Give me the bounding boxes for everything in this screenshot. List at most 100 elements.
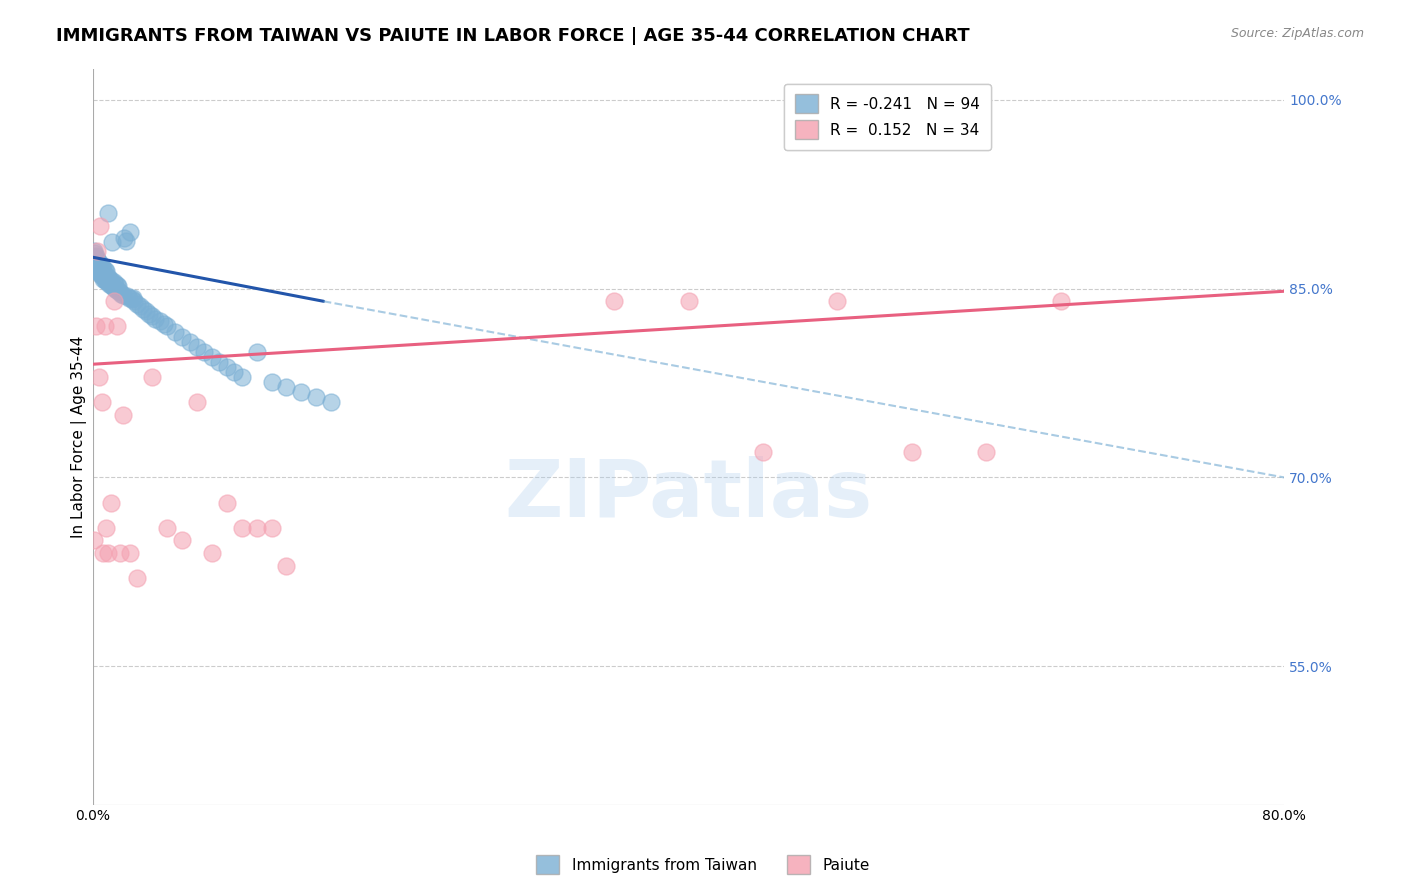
Point: [86, 244, 108, 258]
Point: [603, 294, 626, 309]
Point: [276, 558, 298, 573]
Point: [135, 304, 157, 318]
Point: [90, 269, 112, 284]
Point: [86, 254, 108, 268]
Point: [93, 263, 115, 277]
Y-axis label: In Labor Force | Age 35-44: In Labor Force | Age 35-44: [72, 335, 87, 538]
Point: [84, 252, 107, 266]
Point: [100, 273, 122, 287]
Point: [87, 255, 110, 269]
Point: [246, 344, 269, 359]
Point: [117, 291, 139, 305]
Point: [105, 277, 128, 292]
Point: [101, 235, 124, 249]
Point: [111, 288, 134, 302]
Point: [108, 546, 131, 560]
Point: [215, 495, 238, 509]
Point: [115, 289, 138, 303]
Point: [84, 254, 107, 268]
Point: [89, 219, 111, 233]
Point: [163, 325, 186, 339]
Point: [104, 277, 127, 291]
Point: [96, 269, 118, 284]
Point: [201, 350, 224, 364]
Point: [138, 307, 160, 321]
Point: [121, 292, 143, 306]
Point: [172, 329, 194, 343]
Point: [87, 265, 110, 279]
Point: [90, 264, 112, 278]
Point: [319, 395, 342, 409]
Point: [91, 269, 114, 284]
Point: [122, 291, 145, 305]
Point: [97, 270, 120, 285]
Point: [827, 294, 849, 309]
Point: [104, 282, 127, 296]
Point: [91, 261, 114, 276]
Point: [231, 369, 253, 384]
Point: [89, 267, 111, 281]
Point: [96, 274, 118, 288]
Point: [118, 225, 141, 239]
Point: [84, 259, 107, 273]
Point: [90, 395, 112, 409]
Point: [1050, 294, 1073, 309]
Point: [156, 319, 179, 334]
Point: [105, 319, 128, 334]
Point: [141, 310, 163, 324]
Point: [84, 261, 107, 276]
Point: [290, 384, 312, 399]
Point: [86, 252, 108, 266]
Point: [246, 521, 269, 535]
Point: [231, 521, 253, 535]
Point: [100, 277, 122, 292]
Point: [107, 284, 129, 298]
Point: [149, 314, 172, 328]
Point: [127, 571, 149, 585]
Point: [100, 495, 122, 509]
Point: [83, 250, 105, 264]
Point: [118, 546, 141, 560]
Point: [186, 395, 208, 409]
Point: [84, 319, 107, 334]
Point: [86, 264, 108, 278]
Point: [976, 445, 998, 459]
Text: IMMIGRANTS FROM TAIWAN VS PAIUTE IN LABOR FORCE | AGE 35-44 CORRELATION CHART: IMMIGRANTS FROM TAIWAN VS PAIUTE IN LABO…: [56, 27, 970, 45]
Point: [172, 533, 194, 548]
Point: [84, 256, 107, 270]
Point: [103, 294, 125, 309]
Point: [84, 249, 107, 263]
Point: [87, 263, 110, 277]
Point: [114, 234, 136, 248]
Point: [153, 317, 176, 331]
Point: [208, 354, 231, 368]
Point: [678, 294, 700, 309]
Point: [97, 276, 120, 290]
Point: [103, 280, 125, 294]
Point: [87, 258, 110, 272]
Point: [89, 264, 111, 278]
Point: [111, 408, 134, 422]
Point: [129, 299, 152, 313]
Point: [124, 294, 146, 309]
Point: [112, 231, 135, 245]
Point: [193, 344, 215, 359]
Point: [86, 256, 108, 270]
Point: [90, 259, 112, 273]
Point: [105, 283, 128, 297]
Point: [91, 267, 114, 281]
Text: Source: ZipAtlas.com: Source: ZipAtlas.com: [1230, 27, 1364, 40]
Point: [83, 244, 105, 258]
Point: [86, 261, 108, 276]
Point: [186, 340, 208, 354]
Point: [101, 279, 124, 293]
Point: [901, 445, 924, 459]
Point: [97, 546, 120, 560]
Legend: R = -0.241   N = 94, R =  0.152   N = 34: R = -0.241 N = 94, R = 0.152 N = 34: [785, 84, 991, 150]
Point: [132, 301, 155, 316]
Point: [98, 271, 121, 285]
Point: [83, 254, 105, 268]
Point: [127, 297, 149, 311]
Point: [108, 285, 131, 300]
Point: [143, 312, 166, 326]
